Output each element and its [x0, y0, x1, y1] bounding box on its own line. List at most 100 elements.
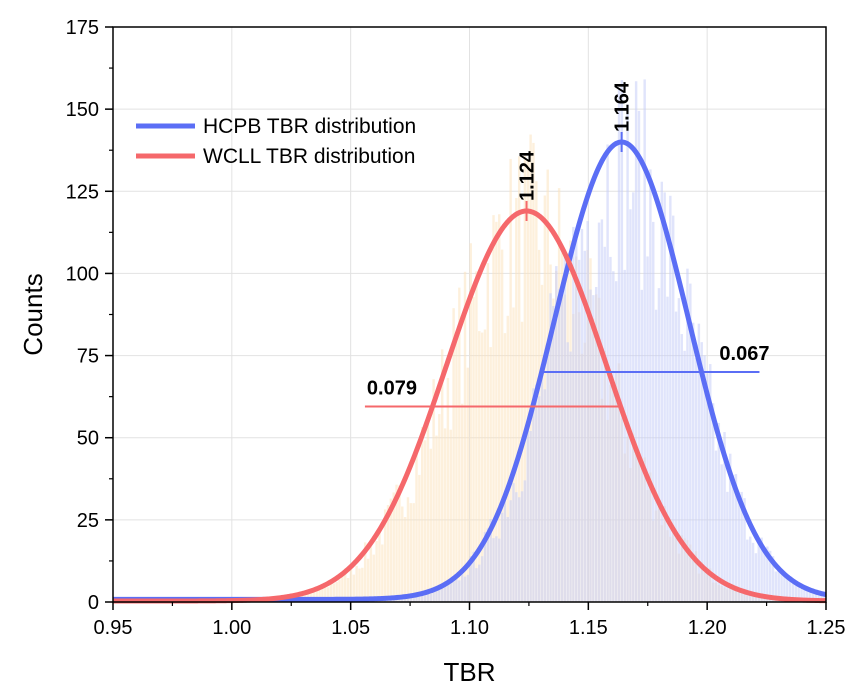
histogram-bar	[663, 192, 666, 602]
histogram-bar	[820, 591, 823, 602]
histogram-bar	[500, 512, 504, 602]
histogram-bar	[592, 295, 595, 602]
histogram-bar	[395, 484, 398, 602]
x-tick-label: 0.95	[94, 617, 133, 639]
histogram-bar	[540, 364, 544, 602]
histogram-bar	[429, 448, 432, 602]
histogram-bar	[341, 572, 344, 602]
histogram-bar	[768, 550, 772, 602]
histogram-bar	[472, 551, 475, 602]
histogram-bar	[654, 309, 658, 602]
histogram-bar	[694, 357, 698, 602]
histogram-bar	[600, 219, 604, 602]
peak-label-0: 1.164	[612, 81, 634, 132]
histogram-bar	[446, 581, 450, 602]
histogram-bar	[791, 581, 795, 602]
histogram-bar	[401, 597, 404, 602]
histogram-bar	[823, 594, 826, 602]
histogram-bar	[449, 429, 452, 602]
histogram-bar	[503, 501, 507, 602]
histogram-bar	[614, 281, 618, 602]
series-line-1	[111, 208, 828, 604]
histogram-bar	[583, 250, 587, 602]
histogram-bar	[423, 440, 427, 602]
legend-entry-0: HCPB TBR distribution	[203, 115, 416, 138]
histogram-bar	[344, 568, 347, 602]
histogram-bar	[466, 574, 470, 602]
histogram-bar	[515, 492, 518, 602]
histogram-bar	[709, 364, 712, 602]
histogram-bar	[478, 331, 481, 602]
histogram-bar	[421, 427, 424, 602]
histogram-bar	[455, 574, 458, 602]
histogram-bar	[383, 509, 387, 602]
histogram-bar	[603, 246, 606, 602]
histogram-bar	[817, 592, 820, 602]
peak-label-1: 1.124	[517, 150, 539, 201]
histogram-bar	[426, 591, 430, 602]
histogram-bar	[446, 377, 450, 602]
histogram-bar	[597, 222, 601, 602]
histogram-bar	[366, 558, 370, 602]
histogram-bar	[532, 388, 535, 602]
histogram-bar	[689, 283, 692, 602]
histogram-bar	[577, 259, 581, 602]
histogram-bar	[472, 296, 475, 602]
histogram-bar	[432, 588, 435, 602]
histogram-bar	[443, 428, 447, 602]
histogram-bar	[537, 396, 541, 602]
histogram-bar	[463, 576, 467, 602]
histogram-bar	[566, 342, 569, 602]
histogram-bar	[729, 453, 732, 602]
histogram-bar	[435, 435, 438, 602]
histogram-bar	[643, 79, 646, 602]
histogram-bar	[703, 355, 706, 602]
histogram-bar	[495, 536, 498, 602]
histogram-bar	[572, 226, 575, 602]
histogram-bar	[748, 536, 752, 602]
histogram-bar	[626, 104, 629, 602]
histogram-bar	[760, 537, 763, 602]
histogram-bar	[398, 485, 401, 602]
histogram-bar	[686, 268, 689, 602]
histogram-bar	[412, 503, 415, 602]
histogram-bar	[754, 553, 758, 602]
histogram-bar	[780, 572, 783, 602]
histogram-bar	[523, 480, 527, 602]
histogram-bar	[646, 256, 649, 602]
histogram-bar	[714, 450, 718, 602]
histogram-bar	[409, 595, 413, 602]
histogram-bar	[438, 414, 441, 602]
histogram-bar	[797, 584, 800, 602]
histogram-bar	[475, 568, 478, 602]
histogram-bar	[512, 483, 515, 602]
histogram-bar	[463, 271, 467, 602]
histogram-bar	[731, 474, 735, 602]
histogram-bar	[523, 155, 527, 602]
histogram-bar	[375, 541, 378, 602]
histogram-bar	[489, 347, 492, 602]
histogram-bar	[737, 501, 741, 602]
y-tick-label: 25	[77, 510, 99, 532]
axes: 0.95 1.00 1.05 1.10 1.15 1.20 1.25 0 25 50 75 100 12…	[66, 17, 846, 639]
histogram-bar	[774, 571, 778, 602]
histogram-bar	[421, 592, 424, 602]
histogram-bar	[506, 517, 510, 602]
histogram-bar	[452, 575, 455, 602]
histogram-bar	[469, 556, 472, 602]
histogram-bar	[757, 539, 760, 602]
x-tick-label: 1.05	[331, 617, 370, 639]
histogram-bar	[751, 542, 755, 602]
histogram-bar	[338, 579, 341, 602]
y-tick-label: 50	[77, 428, 99, 450]
histogram-bar	[315, 588, 318, 602]
histogram-bar	[372, 554, 375, 602]
histogram-bar	[743, 498, 746, 602]
histogram-bar	[526, 159, 529, 603]
histogram-bar	[318, 585, 321, 602]
histogram-bar	[335, 582, 338, 602]
histogram-bar	[711, 403, 715, 602]
histogram-bar	[706, 373, 709, 602]
histogram-bar	[520, 321, 524, 602]
